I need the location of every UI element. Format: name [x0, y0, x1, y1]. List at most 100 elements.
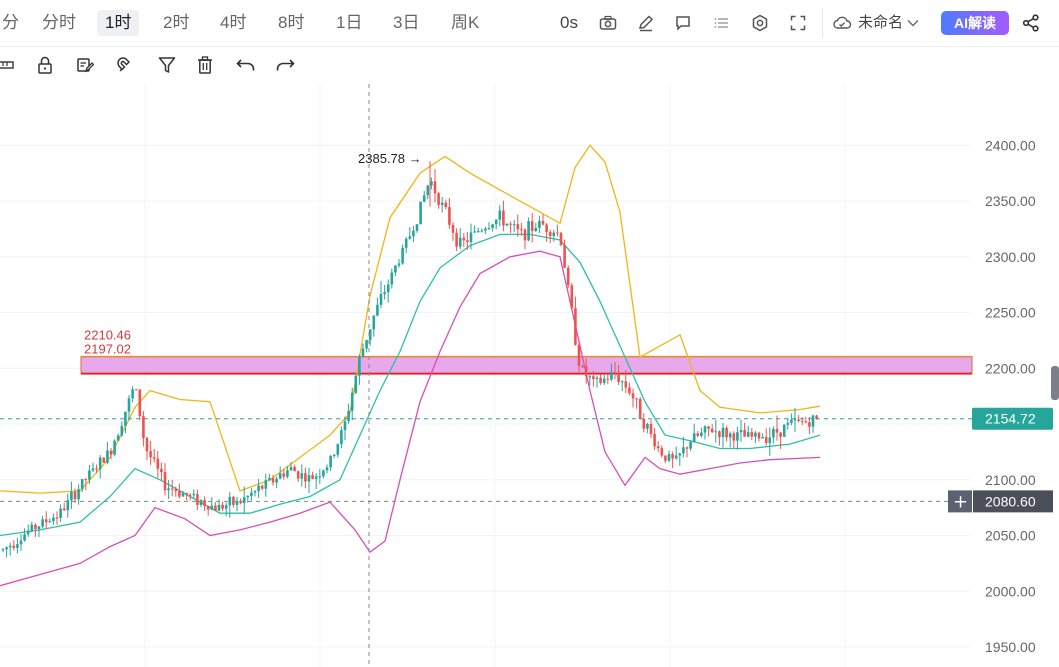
timeframe-min[interactable]: 分: [2, 13, 19, 32]
candle-body: [584, 366, 588, 377]
filter-icon[interactable]: [155, 53, 179, 77]
timeframe-3d[interactable]: 3日: [393, 13, 420, 32]
timeframe-time-sharing[interactable]: 分时: [42, 13, 76, 32]
timeframe-1d[interactable]: 1日: [336, 13, 363, 32]
chart-background: [0, 84, 1059, 667]
band-upper-line: [0, 144, 821, 494]
candle-body: [152, 457, 156, 459]
candle-body: [196, 494, 199, 505]
candle-body: [631, 393, 635, 399]
candle-body: [714, 431, 718, 433]
candle-body: [484, 228, 487, 231]
redo-icon[interactable]: [273, 53, 297, 77]
candle-body: [386, 284, 390, 293]
candle-body: [235, 500, 239, 505]
candle-body: [498, 210, 502, 220]
candle-body: [379, 293, 383, 305]
candle-body: [372, 315, 376, 330]
candle-body: [710, 428, 714, 433]
candle-body: [588, 376, 592, 378]
edit-note-icon[interactable]: [73, 53, 97, 77]
top-toolbar: 分 分时 1时 2时 4时 8时 1日 3日 周K 0s 未命名 AI解读: [0, 0, 1059, 47]
candle-body: [210, 505, 214, 510]
candle-body: [440, 202, 444, 205]
ruler-icon[interactable]: [0, 53, 16, 77]
lock-icon[interactable]: [33, 53, 57, 77]
pencil-icon[interactable]: [634, 11, 658, 35]
candle-body: [739, 430, 743, 433]
candle-body: [520, 229, 523, 231]
toolbar-divider: [822, 8, 823, 38]
price-tick-label: 2300.00: [985, 249, 1036, 265]
candle-body: [754, 432, 757, 437]
candle-body: [325, 467, 329, 471]
candle-body: [30, 524, 34, 531]
band-middle-line: [0, 233, 821, 537]
candle-body: [12, 545, 16, 548]
candle-body: [214, 505, 217, 511]
current-price-bg: [972, 407, 1053, 430]
candle-body: [293, 467, 296, 472]
candle-body: [433, 181, 437, 194]
chevron-down-icon[interactable]: [901, 11, 925, 35]
candle-body: [692, 433, 696, 442]
candle-body: [718, 431, 721, 438]
candle-body: [444, 202, 448, 208]
candle-body: [448, 207, 451, 225]
trash-icon[interactable]: [193, 53, 217, 77]
candle-body: [268, 478, 271, 481]
candle-body: [34, 524, 37, 530]
ai-interpret-button[interactable]: AI解读: [941, 11, 1009, 35]
list-icon[interactable]: [710, 11, 734, 35]
fullscreen-icon[interactable]: [786, 11, 810, 35]
candle-body: [466, 240, 469, 243]
camera-icon[interactable]: [596, 11, 620, 35]
candle-body: [55, 517, 59, 519]
candle-body: [512, 224, 516, 226]
candle-body: [750, 432, 754, 437]
panel-collapse-handle[interactable]: [1051, 366, 1059, 400]
candle-body: [131, 389, 134, 399]
timeframe-1h[interactable]: 1时: [97, 10, 140, 36]
candle-body: [206, 506, 210, 510]
comment-icon[interactable]: [671, 11, 695, 35]
candle-body: [689, 441, 692, 449]
share-icon[interactable]: [1019, 11, 1043, 35]
candle-body: [412, 230, 415, 237]
settings-icon[interactable]: [748, 11, 772, 35]
candle-body: [563, 244, 566, 268]
candle-body: [242, 497, 246, 504]
candle-body: [59, 508, 62, 518]
layout-name-dropdown[interactable]: 未命名: [858, 14, 904, 31]
candle-body: [170, 488, 174, 490]
candles: [1, 161, 818, 558]
candle-body: [397, 263, 401, 266]
drawing-toolbar: [0, 48, 1059, 82]
timeframe-4h[interactable]: 4时: [220, 13, 247, 32]
plus-icon[interactable]: +: [953, 491, 968, 512]
candle-body: [41, 519, 44, 527]
price-chart[interactable]: 2385.78 → 2210.46 2197.02 2400.00 2350.00…: [0, 84, 1059, 667]
candle-body: [653, 433, 656, 447]
timeframe-week[interactable]: 周K: [451, 13, 480, 32]
candle-body: [217, 504, 221, 511]
magnet-icon[interactable]: [112, 53, 136, 77]
candle-body: [156, 458, 160, 469]
candle-body: [264, 480, 268, 489]
candle-body: [617, 373, 620, 382]
swing-high-label: 2385.78 →: [358, 151, 422, 166]
candle-body: [26, 530, 30, 535]
undo-icon[interactable]: [234, 53, 258, 77]
candle-body: [5, 547, 8, 550]
timeframe-8h[interactable]: 8时: [278, 13, 305, 32]
add-level-button[interactable]: [948, 490, 972, 513]
candle-body: [458, 237, 462, 247]
candle-body: [530, 221, 534, 232]
timeframe-2h[interactable]: 2时: [163, 13, 190, 32]
candle-body: [1, 549, 5, 551]
candle-body: [523, 229, 527, 241]
candle-body: [390, 272, 394, 285]
candle-body: [347, 410, 350, 422]
candle-body: [772, 428, 775, 438]
candle-body: [340, 430, 343, 445]
